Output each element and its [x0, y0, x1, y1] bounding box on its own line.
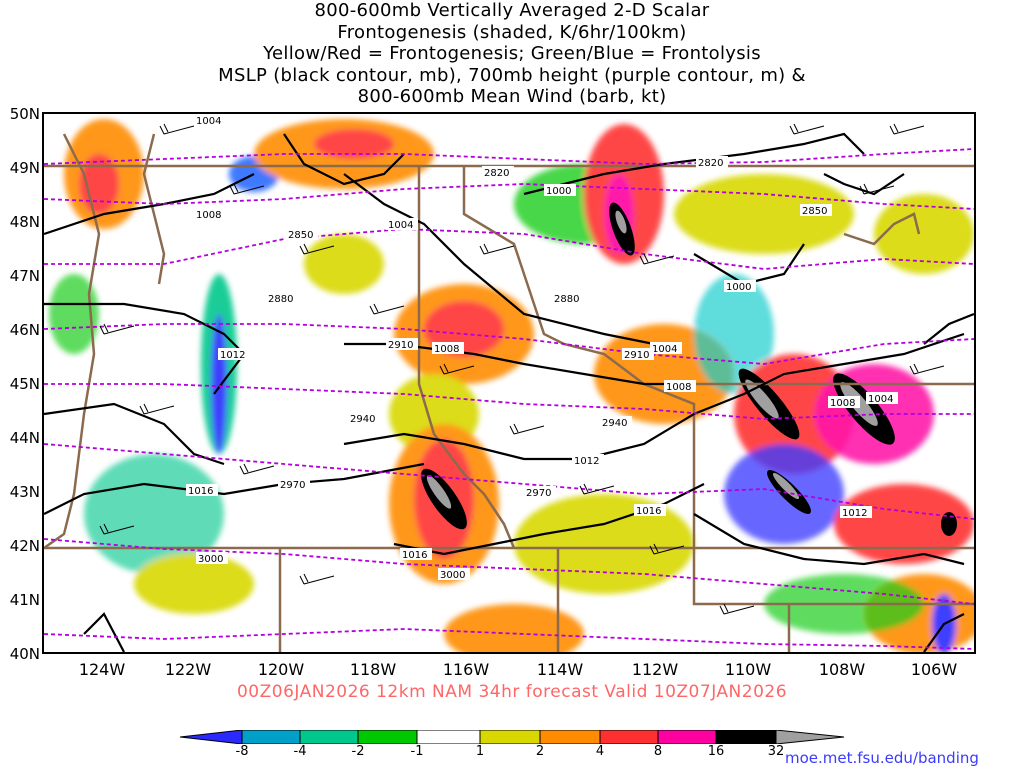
colorbar-swatch — [357, 730, 418, 744]
lat-label-46n: 46N — [9, 321, 40, 339]
lat-label-40n: 40N — [9, 645, 40, 663]
mslp-label: 1016 — [402, 550, 427, 561]
mslp-label: 1012 — [842, 508, 867, 519]
map-canvas: 1004 1008 1000 1004 1012 1008 1000 1004 … — [44, 114, 974, 652]
lon-label-124w: 124W — [78, 660, 126, 679]
title-line-1: 800-600mb Vertically Averaged 2-D Scalar — [314, 0, 710, 21]
colorbar-label: -1 — [410, 744, 424, 759]
wind-barbs — [99, 123, 945, 615]
height-label: 2970 — [526, 488, 551, 499]
colorbar-label: -2 — [351, 744, 365, 759]
mslp-label: 1016 — [188, 486, 213, 497]
mslp-label: 1004 — [652, 344, 677, 355]
lat-label-41n: 41N — [9, 591, 40, 609]
colorbar-label: -4 — [293, 744, 307, 759]
height-label: 3000 — [198, 554, 223, 565]
lon-label-118w: 118W — [349, 660, 397, 679]
colorbar-swatch — [299, 730, 359, 744]
lon-label-106w: 106W — [910, 660, 958, 679]
height-label: 2880 — [554, 294, 579, 305]
lat-label-49n: 49N — [9, 159, 40, 177]
height-label: 2850 — [802, 206, 827, 217]
title-line-5: 800-600mb Mean Wind (barb, kt) — [357, 86, 667, 107]
mslp-label: 1004 — [868, 394, 893, 405]
colorbar-label: 8 — [653, 744, 663, 759]
colorbar-swatch — [241, 730, 301, 744]
lat-label-50n: 50N — [9, 105, 40, 123]
colorbar-swatch — [416, 730, 481, 744]
mslp-label: 1008 — [830, 398, 855, 409]
colorbar-swatch — [479, 730, 541, 744]
colorbar-swatch — [657, 730, 717, 744]
colorbar-label: 16 — [707, 744, 725, 759]
mslp-label: 1004 — [388, 220, 413, 231]
mslp-labels: 1004 1008 1000 1004 1012 1008 1000 1004 … — [186, 114, 898, 561]
lon-label-120w: 120W — [257, 660, 305, 679]
colorbar-label: 4 — [595, 744, 605, 759]
map-panel: 1004 1008 1000 1004 1012 1008 1000 1004 … — [42, 112, 976, 654]
height-contours — [44, 148, 974, 650]
colorbar-swatch — [539, 730, 601, 744]
lat-label-42n: 42N — [9, 537, 40, 555]
title-line-2: Frontogenesis (shaded, K/6hr/100km) — [337, 21, 687, 43]
mslp-label: 1016 — [636, 506, 661, 517]
mslp-label: 1012 — [574, 456, 599, 467]
colorbar-swatch — [775, 730, 845, 744]
source-credit: moe.met.fsu.edu/banding — [785, 749, 979, 767]
height-label: 2880 — [268, 294, 293, 305]
lat-label-45n: 45N — [9, 375, 40, 393]
mslp-label: 1008 — [196, 210, 221, 221]
lat-label-44n: 44N — [9, 429, 40, 447]
mslp-label: 1012 — [220, 350, 245, 361]
lon-label-122w: 122W — [164, 660, 212, 679]
colorbar-label: 2 — [535, 744, 545, 759]
lon-label-112w: 112W — [631, 660, 679, 679]
mslp-label: 1008 — [666, 382, 691, 393]
height-label: 2910 — [624, 350, 649, 361]
lon-label-114w: 114W — [536, 660, 584, 679]
lat-label-43n: 43N — [9, 483, 40, 501]
colorbar-label: 32 — [767, 744, 785, 759]
colorbar-legend: -8 -4 -2 -1 1 2 4 8 16 32 — [180, 730, 845, 770]
lat-label-47n: 47N — [9, 267, 40, 285]
height-label: 2940 — [350, 414, 375, 425]
mslp-label: 1008 — [434, 344, 459, 355]
height-label: 2820 — [698, 158, 723, 169]
forecast-valid-time: 00Z06JAN2026 12km NAM 34hr forecast Vali… — [236, 682, 788, 702]
mslp-label: 1000 — [726, 282, 751, 293]
mslp-label: 1004 — [196, 116, 221, 127]
colorbar — [180, 730, 845, 744]
colorbar-label: 1 — [475, 744, 485, 759]
colorbar-swatch — [715, 730, 777, 744]
height-label: 3000 — [440, 570, 465, 581]
title-line-4: MSLP (black contour, mb), 700mb height (… — [218, 64, 806, 86]
height-label: 2850 — [288, 230, 313, 241]
lon-label-110w: 110W — [724, 660, 772, 679]
lon-label-108w: 108W — [818, 660, 866, 679]
lat-label-48n: 48N — [9, 213, 40, 231]
height-label: 2820 — [484, 168, 509, 179]
title-line-3: Yellow/Red = Frontogenesis; Green/Blue =… — [263, 43, 761, 64]
height-labels: 2820 2850 2880 2910 2940 2970 3000 2820 … — [196, 156, 832, 581]
map-title: 800-600mb Vertically Averaged 2-D Scalar… — [0, 0, 1024, 108]
lon-label-116w: 116W — [442, 660, 490, 679]
colorbar-label: -8 — [235, 744, 249, 759]
colorbar-swatch — [599, 730, 659, 744]
height-label: 2940 — [602, 418, 627, 429]
mslp-label: 1000 — [546, 186, 571, 197]
height-label: 2970 — [280, 480, 305, 491]
height-label: 2910 — [388, 340, 413, 351]
colorbar-swatch — [180, 730, 243, 744]
